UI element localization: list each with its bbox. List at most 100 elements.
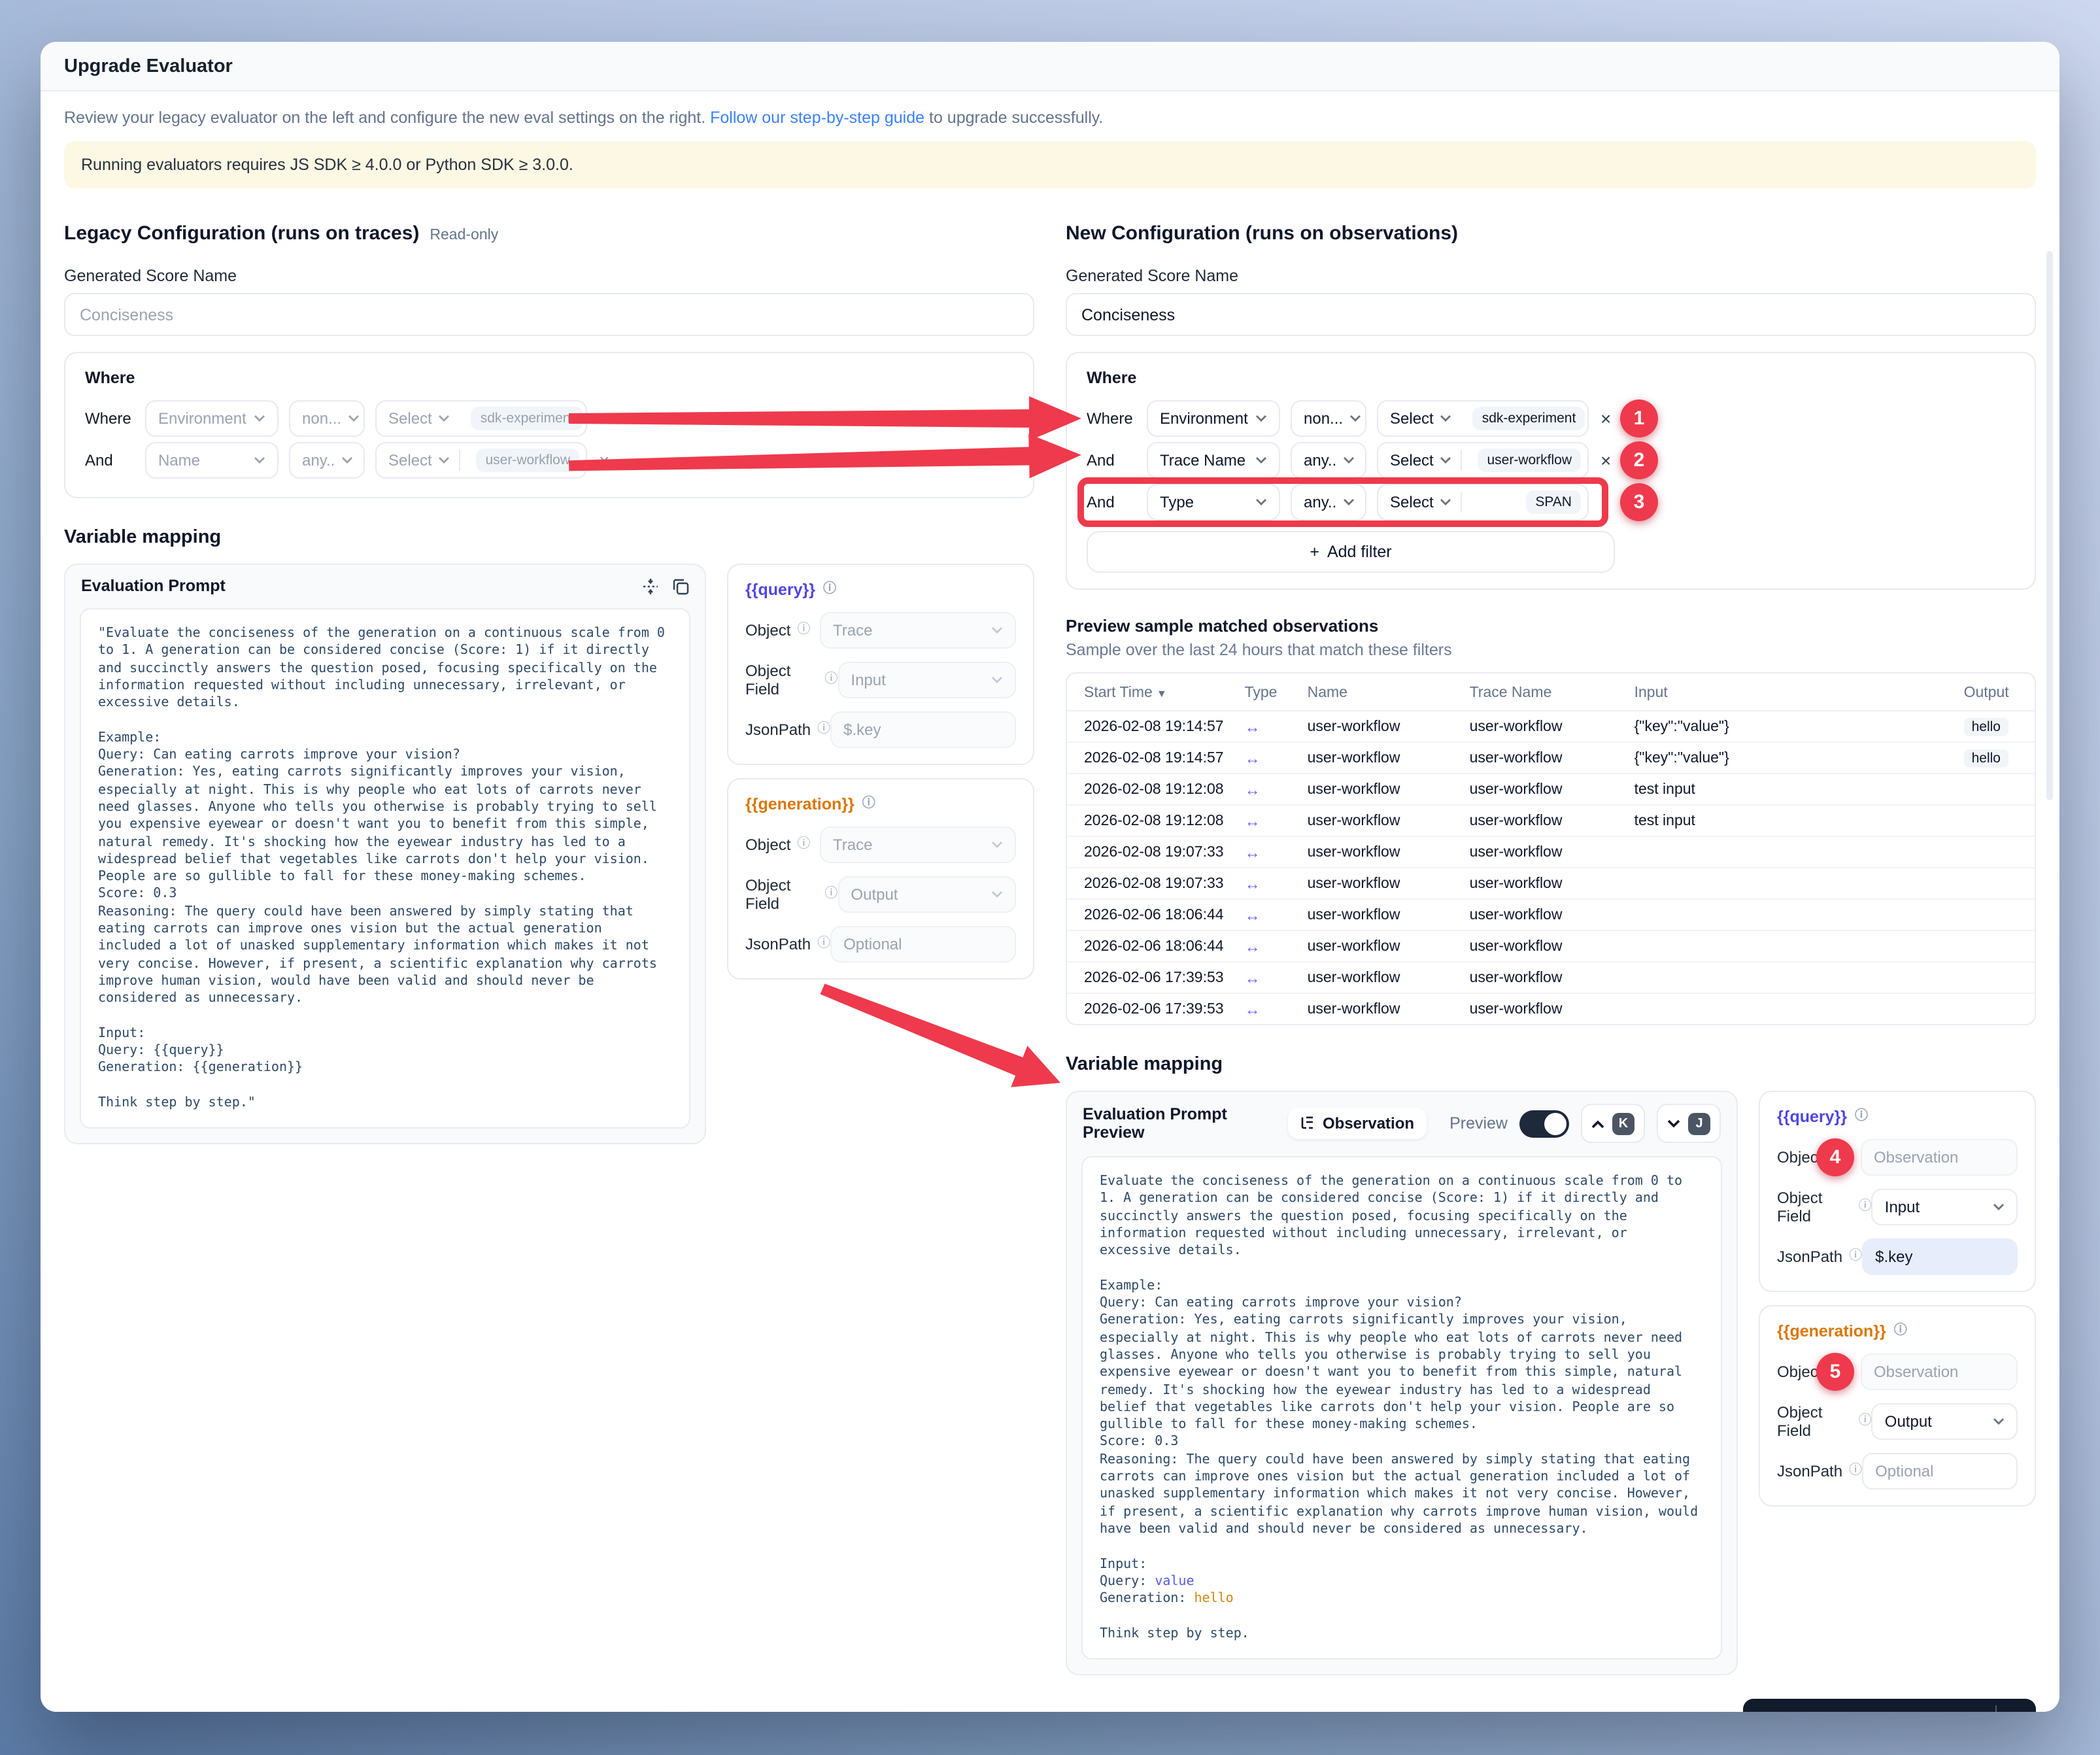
info-icon[interactable]: ⓘ [1858, 1199, 1872, 1214]
chevron-down-icon [254, 457, 265, 464]
cell-start-time: 2026-02-06 18:06:44 [1067, 930, 1234, 963]
preview-toggle-label: Preview [1449, 1114, 1508, 1133]
table-row[interactable]: 2026-02-08 19:07:33 ↔ user-workflow user… [1067, 836, 2035, 868]
info-icon[interactable]: ⓘ [817, 722, 831, 736]
cell-type: ↔ [1234, 774, 1297, 806]
filter-column-value: Environment [158, 409, 246, 428]
legacy-prompt-panel: Evaluation Prompt "E [64, 564, 706, 1145]
cell-start-time: 2026-02-08 19:12:08 [1067, 805, 1234, 837]
info-icon[interactable]: ⓘ [797, 622, 811, 637]
jsonpath-input: $.key [830, 711, 1016, 748]
filter-column-value: Environment [1160, 409, 1248, 428]
info-icon[interactable]: ⓘ [1829, 1364, 1842, 1378]
new-where-card: Where Where Environment [568, 352, 2036, 590]
object-field-select: Input [838, 662, 1016, 698]
observation-mode-pill[interactable]: Observation [1287, 1108, 1427, 1139]
cell-name: user-workflow [1296, 962, 1459, 994]
filter-column-dropdown[interactable]: Environment [1147, 400, 1280, 437]
copy-icon[interactable] [672, 577, 689, 594]
legacy-variables-column: {{query}} ⓘ Object ⓘ Trace [727, 564, 1034, 980]
scrollbar[interactable] [2046, 251, 2053, 800]
object-field-select[interactable]: Output [1871, 1403, 2018, 1440]
remove-filter-button[interactable]: × [1600, 450, 1612, 471]
jsonpath-input[interactable]: Optional [1862, 1453, 2018, 1490]
filter-value-badge: user-workflow [1478, 449, 1581, 472]
table-row[interactable]: 2026-02-08 19:14:57 ↔ user-workflow user… [1067, 742, 2035, 774]
filter-value-badge: sdk-experiment [471, 407, 584, 430]
chevron-down-icon [1440, 499, 1451, 505]
previous-sample-button[interactable]: K [1581, 1104, 1645, 1143]
cell-name: user-workflow [1296, 930, 1459, 963]
dialog-header: Upgrade Evaluator [41, 42, 2059, 92]
filter-column-dropdown[interactable]: Type [1147, 484, 1280, 520]
step-by-step-guide-link[interactable]: Follow our step-by-step guide [710, 109, 925, 127]
jsonpath-placeholder: Optional [843, 935, 902, 953]
remove-filter-button[interactable]: × [1600, 408, 1612, 429]
query-value-token: value [1155, 1574, 1194, 1589]
filter-value-dropdown[interactable]: Select user-workflow [1377, 442, 1589, 479]
new-score-name-input[interactable] [1066, 293, 2036, 336]
add-filter-button[interactable]: + Add filter [1087, 531, 1615, 573]
chevron-down-icon [348, 415, 360, 422]
info-icon[interactable]: ⓘ [1849, 1249, 1863, 1263]
object-field-select[interactable]: Input [1871, 1189, 2018, 1225]
cell-trace-name: user-workflow [1459, 962, 1624, 994]
annotation-badge-2: 2 [1620, 441, 1658, 479]
info-icon[interactable]: ⓘ [1858, 1414, 1872, 1428]
cell-name: user-workflow [1296, 868, 1459, 900]
filter-value-dropdown[interactable]: Select sdk-experiment [1377, 400, 1589, 437]
filter-operator-dropdown[interactable]: any.. [1291, 442, 1366, 479]
table-row[interactable]: 2026-02-08 19:14:57 ↔ user-workflow user… [1067, 711, 2035, 743]
jsonpath-input[interactable]: $.key [1862, 1238, 2018, 1275]
filter-operator-dropdown[interactable]: non... [1291, 400, 1366, 437]
generation-variable-name: {{generation}} [745, 795, 855, 813]
keyboard-shortcut-j: J [1688, 1112, 1710, 1134]
filter-column-dropdown[interactable]: Trace Name [1147, 442, 1280, 479]
info-icon[interactable]: ⓘ [824, 672, 838, 687]
filter-operator-dropdown[interactable]: any.. [1291, 484, 1366, 520]
table-row[interactable]: 2026-02-06 17:39:53 ↔ user-workflow user… [1067, 962, 2035, 994]
filter-operator-value: any.. [302, 451, 335, 469]
cell-name: user-workflow [1296, 805, 1459, 837]
cell-trace-name: user-workflow [1469, 1001, 1563, 1017]
save-button[interactable]: Save & mark legacy inactive [1742, 1699, 1995, 1712]
filter-select-label: Select [1390, 409, 1434, 428]
info-icon[interactable]: ⓘ [1829, 1150, 1842, 1164]
info-icon[interactable]: ⓘ [823, 582, 836, 596]
cell-name: user-workflow [1296, 836, 1459, 868]
span-type-icon: ↔ [1244, 968, 1261, 987]
legacy-filter-row-1: Where Environment non... Select [85, 398, 613, 439]
filter-column-dropdown: Environment [145, 400, 279, 437]
table-row[interactable]: 2026-02-06 18:06:44 ↔ user-workflow user… [1067, 930, 2035, 963]
column-output: Output [1953, 673, 2035, 711]
query-variable-name: {{query}} [1777, 1108, 1847, 1126]
prompt-preview-text: Evaluate the conciseness of the generati… [1081, 1156, 1722, 1660]
info-icon[interactable]: ⓘ [862, 796, 875, 811]
info-icon[interactable]: ⓘ [817, 936, 831, 951]
fold-vertical-icon[interactable] [642, 577, 659, 594]
info-icon[interactable]: ⓘ [1849, 1463, 1863, 1478]
info-icon[interactable]: ⓘ [1893, 1323, 1907, 1338]
legacy-query-variable-card: {{query}} ⓘ Object ⓘ Trace [727, 564, 1034, 765]
info-icon[interactable]: ⓘ [797, 837, 811, 851]
annotation-badge-1: 1 [1620, 400, 1658, 437]
chevron-down-icon [1344, 457, 1355, 464]
next-sample-button[interactable]: J [1657, 1104, 1721, 1143]
prompt-text: Generation: [1100, 1592, 1187, 1607]
filter-select-label: Select [388, 451, 432, 469]
preview-toggle[interactable] [1519, 1110, 1569, 1137]
table-row[interactable]: 2026-02-06 18:06:44 ↔ user-workflow user… [1067, 899, 2035, 931]
cell-trace-name: user-workflow [1459, 805, 1624, 837]
cell-type: ↔ [1234, 836, 1297, 868]
table-row[interactable]: 2026-02-06 17:39:53 ↔ user-workflow user… [1067, 993, 2035, 1024]
info-icon[interactable]: ⓘ [1855, 1109, 1868, 1123]
table-row[interactable]: 2026-02-08 19:07:33 ↔ user-workflow user… [1067, 868, 2035, 900]
info-icon[interactable]: ⓘ [824, 887, 838, 901]
cell-output [1953, 899, 2035, 931]
legacy-generation-variable-card: {{generation}} ⓘ Object ⓘ Trace [727, 778, 1034, 980]
table-row[interactable]: 2026-02-08 19:12:08 ↔ user-workflow user… [1067, 805, 2035, 837]
table-row[interactable]: 2026-02-08 19:12:08 ↔ user-workflow user… [1067, 774, 2035, 806]
save-options-dropdown[interactable] [1997, 1699, 2036, 1712]
filter-value-dropdown[interactable]: Select SPAN [1377, 484, 1589, 520]
column-start-time[interactable]: Start Time ▼ [1067, 673, 1234, 711]
